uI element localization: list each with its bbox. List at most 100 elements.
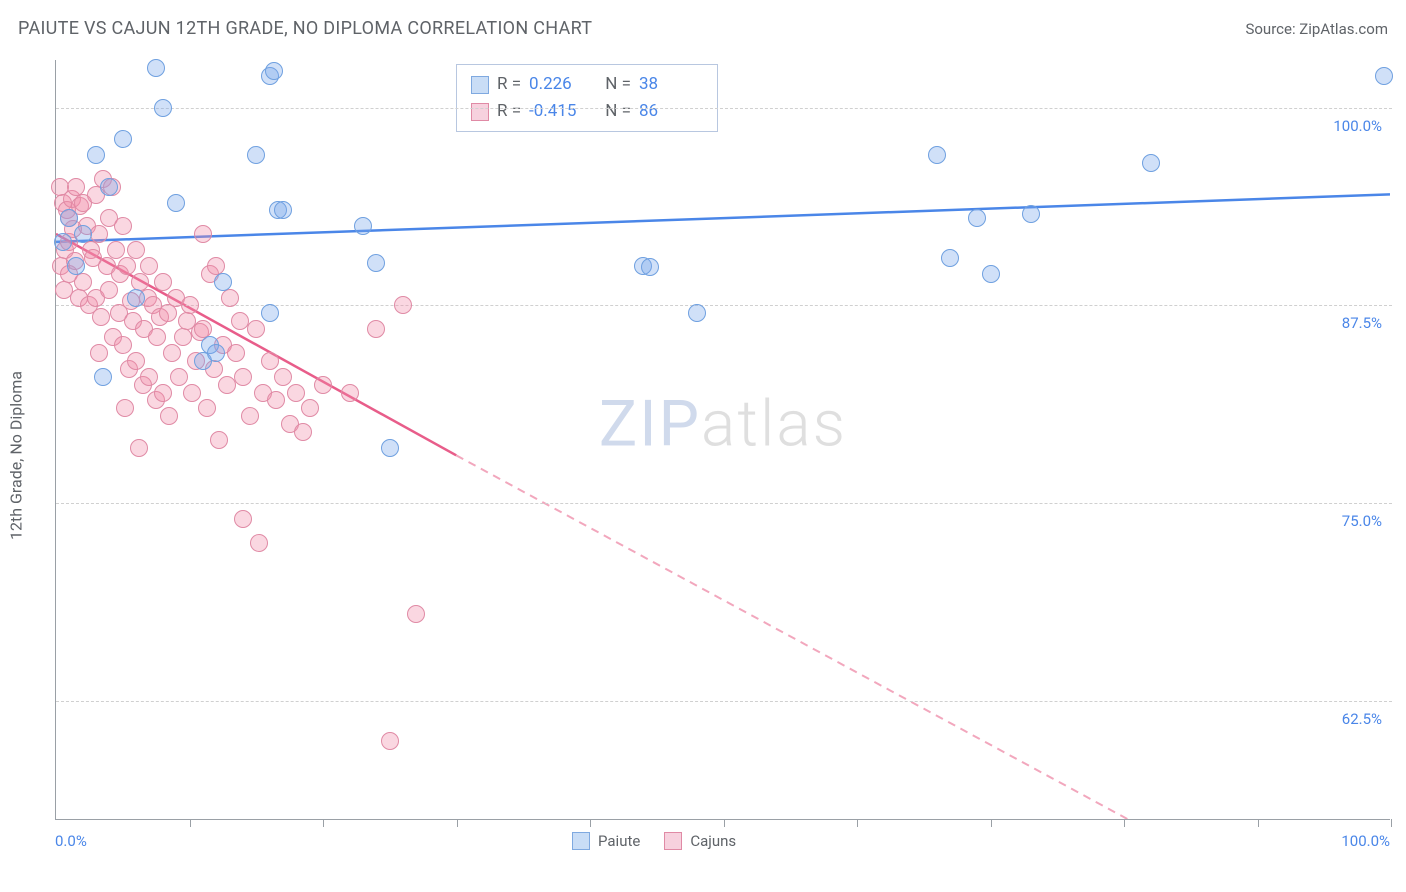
series-swatch <box>471 103 489 121</box>
data-point <box>160 407 178 425</box>
x-tick <box>857 819 858 827</box>
n-label: N = <box>601 98 631 125</box>
data-point <box>67 257 85 275</box>
data-point <box>181 296 199 314</box>
x-max-label: 100.0% <box>1341 832 1390 850</box>
data-point <box>1375 67 1393 85</box>
data-point <box>183 384 201 402</box>
x-tick <box>991 819 992 827</box>
watermark: ZIPatlas <box>599 387 847 462</box>
gridline-h <box>56 108 1392 109</box>
data-point <box>154 99 172 117</box>
legend-swatch <box>664 832 682 850</box>
r-label: R = <box>497 98 521 125</box>
data-point <box>641 258 659 276</box>
series-legend: PaiuteCajuns <box>572 832 736 850</box>
data-point <box>941 249 959 267</box>
y-axis-label: 12th Grade, No Diploma <box>7 371 26 540</box>
r-label: R = <box>497 71 521 98</box>
data-point <box>130 439 148 457</box>
data-point <box>274 201 292 219</box>
x-min-label: 0.0% <box>55 832 87 850</box>
data-point <box>688 304 706 322</box>
data-point <box>261 304 279 322</box>
data-point <box>247 146 265 164</box>
x-tick <box>1258 819 1259 827</box>
data-point <box>1022 205 1040 223</box>
r-value: -0.415 <box>529 98 593 125</box>
data-point <box>74 225 92 243</box>
y-tick-label: 62.5% <box>1340 710 1384 728</box>
data-point <box>114 130 132 148</box>
data-point <box>74 273 92 291</box>
r-value: 0.226 <box>529 71 593 98</box>
data-point <box>394 296 412 314</box>
n-label: N = <box>601 71 631 98</box>
data-point <box>928 146 946 164</box>
y-tick-label: 75.0% <box>1340 512 1384 530</box>
data-point <box>367 254 385 272</box>
header-row: PAIUTE VS CAJUN 12TH GRADE, NO DIPLOMA C… <box>18 18 1388 39</box>
stats-legend-box: R = 0.226 N = 38R = -0.415 N = 86 <box>456 64 718 132</box>
data-point <box>163 344 181 362</box>
x-tick <box>457 819 458 827</box>
plot-area: ZIPatlas R = 0.226 N = 38R = -0.415 N = … <box>55 60 1390 820</box>
gridline-h <box>56 305 1392 306</box>
data-point <box>140 257 158 275</box>
data-point <box>100 281 118 299</box>
data-point <box>274 368 292 386</box>
data-point <box>265 62 283 80</box>
data-point <box>287 384 305 402</box>
data-point <box>118 257 136 275</box>
stats-row: R = -0.415 N = 86 <box>471 98 703 125</box>
x-tick <box>323 819 324 827</box>
data-point <box>54 233 72 251</box>
data-point <box>207 344 225 362</box>
data-point <box>159 304 177 322</box>
legend-item: Cajuns <box>664 832 736 850</box>
data-point <box>114 336 132 354</box>
data-point <box>234 510 252 528</box>
data-point <box>234 368 252 386</box>
data-point <box>198 399 216 417</box>
data-point <box>267 391 285 409</box>
data-point <box>194 225 212 243</box>
gridline-h <box>56 701 1392 702</box>
data-point <box>221 289 239 307</box>
x-tick <box>590 819 591 827</box>
n-value: 86 <box>639 98 703 125</box>
chart-container: PAIUTE VS CAJUN 12TH GRADE, NO DIPLOMA C… <box>0 0 1406 892</box>
data-point <box>174 328 192 346</box>
data-point <box>294 423 312 441</box>
stats-row: R = 0.226 N = 38 <box>471 71 703 98</box>
data-point <box>154 384 172 402</box>
trend-lines <box>56 60 1390 819</box>
x-tick <box>190 819 191 827</box>
data-point <box>114 217 132 235</box>
data-point <box>147 59 165 77</box>
legend-swatch <box>572 832 590 850</box>
y-tick-label: 87.5% <box>1340 314 1384 332</box>
data-point <box>407 605 425 623</box>
data-point <box>982 265 1000 283</box>
data-point <box>314 376 332 394</box>
data-point <box>127 241 145 259</box>
data-point <box>381 732 399 750</box>
data-point <box>210 431 228 449</box>
data-point <box>92 308 110 326</box>
watermark-zip: ZIP <box>599 387 701 462</box>
x-tick <box>724 819 725 827</box>
data-point <box>241 407 259 425</box>
source-label: Source: ZipAtlas.com <box>1245 20 1388 38</box>
data-point <box>127 289 145 307</box>
data-point <box>1142 154 1160 172</box>
data-point <box>127 352 145 370</box>
data-point <box>227 344 245 362</box>
data-point <box>148 328 166 346</box>
data-point <box>60 209 78 227</box>
data-point <box>968 209 986 227</box>
data-point <box>116 399 134 417</box>
watermark-atlas: atlas <box>701 387 847 462</box>
n-value: 38 <box>639 71 703 98</box>
data-point <box>301 399 319 417</box>
